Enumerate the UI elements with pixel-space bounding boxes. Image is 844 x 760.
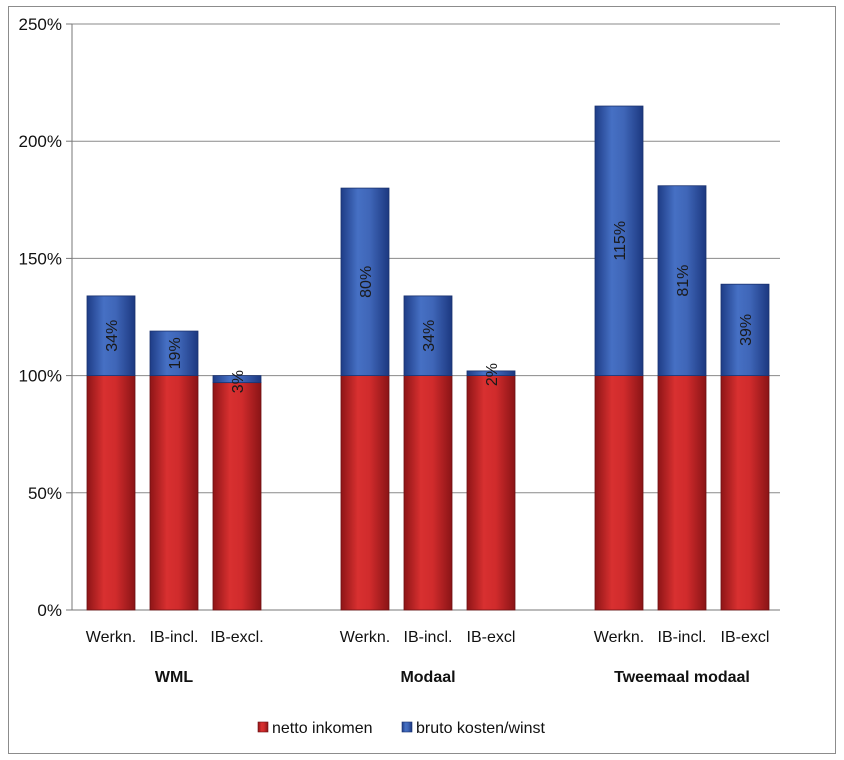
bar-bruto bbox=[720, 283, 770, 376]
bar-bruto bbox=[657, 185, 707, 376]
category-label: IB-incl. bbox=[404, 629, 453, 646]
group-label: WML bbox=[155, 669, 193, 686]
y-tick-label: 100% bbox=[19, 367, 62, 386]
bar-netto bbox=[657, 375, 707, 611]
bar-bruto bbox=[403, 295, 453, 376]
bars bbox=[86, 105, 770, 611]
bar-netto bbox=[149, 375, 199, 611]
y-tick-label: 200% bbox=[19, 132, 62, 151]
data-label: 34% bbox=[104, 320, 121, 352]
category-label: IB-excl bbox=[721, 629, 770, 646]
bar-netto bbox=[403, 375, 453, 611]
bar-bruto bbox=[466, 370, 516, 376]
bar-bruto bbox=[340, 187, 390, 377]
category-label: Werkn. bbox=[594, 629, 644, 646]
y-tick-label: 50% bbox=[28, 484, 62, 503]
y-tick-label: 0% bbox=[37, 601, 62, 620]
data-label: 34% bbox=[421, 320, 438, 352]
category-label: IB-excl. bbox=[210, 629, 263, 646]
group-label: Modaal bbox=[400, 669, 455, 686]
data-label: 81% bbox=[675, 265, 692, 297]
data-label: 19% bbox=[167, 337, 184, 369]
legend-label-netto: netto inkomen bbox=[272, 720, 373, 737]
bar-netto bbox=[340, 375, 390, 611]
bar-netto bbox=[594, 375, 644, 611]
legend: netto inkomen bruto kosten/winst bbox=[257, 720, 546, 737]
y-tick-label: 150% bbox=[19, 249, 62, 268]
bar-bruto bbox=[594, 105, 644, 376]
group-label: Tweemaal modaal bbox=[614, 669, 750, 686]
category-label: Werkn. bbox=[340, 629, 390, 646]
data-label: 80% bbox=[358, 266, 375, 298]
labels: 0% 50% 100% 150% 200% 250% 34% Werkn. 19% IB-incl… bbox=[19, 15, 770, 686]
category-label: IB-excl bbox=[467, 629, 516, 646]
legend-swatch-netto bbox=[257, 721, 269, 733]
y-tick-label: 250% bbox=[19, 15, 62, 34]
category-label: IB-incl. bbox=[150, 629, 199, 646]
category-label: Werkn. bbox=[86, 629, 136, 646]
bar-netto bbox=[720, 375, 770, 611]
bar-bruto bbox=[86, 295, 136, 376]
legend-swatch-bruto bbox=[401, 721, 413, 733]
bar-netto bbox=[466, 375, 516, 611]
bar-bruto bbox=[212, 375, 262, 384]
bar-bruto bbox=[149, 330, 199, 376]
legend-label-bruto: bruto kosten/winst bbox=[416, 720, 546, 737]
data-label: 3% bbox=[230, 370, 247, 393]
data-label: 115% bbox=[612, 221, 629, 261]
category-label: IB-incl. bbox=[658, 629, 707, 646]
bar-netto bbox=[212, 382, 262, 611]
data-label: 39% bbox=[738, 314, 755, 346]
data-label: 2% bbox=[484, 363, 501, 386]
bar-netto bbox=[86, 375, 136, 611]
